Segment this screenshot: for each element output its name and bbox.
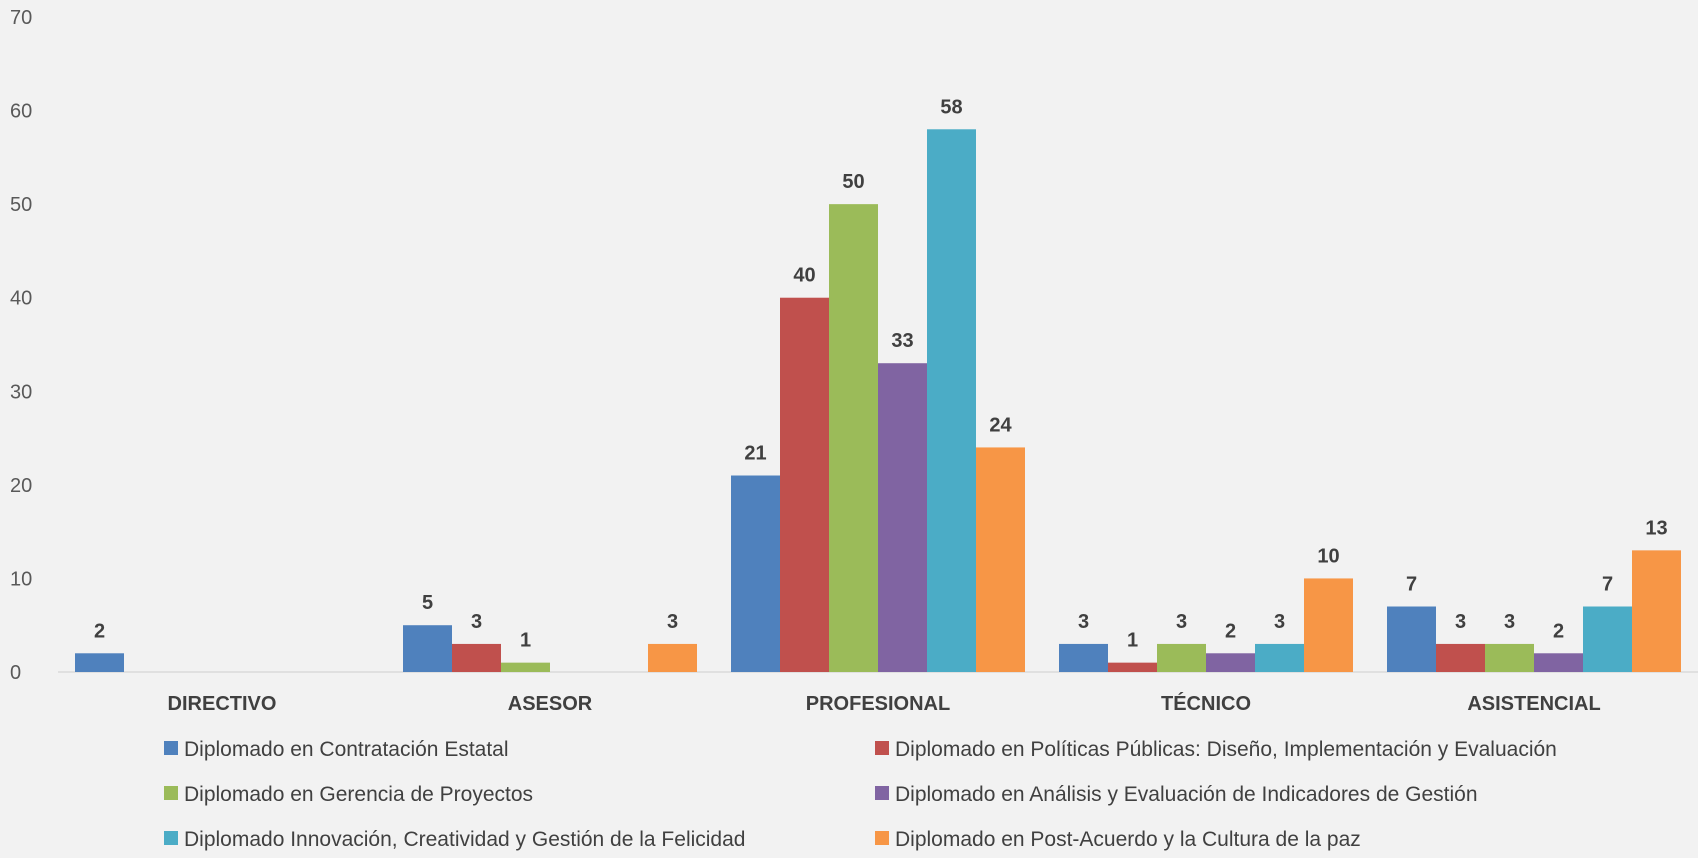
bar xyxy=(1206,653,1255,672)
data-label: 1 xyxy=(1127,630,1138,652)
legend-swatch xyxy=(875,786,889,800)
bar xyxy=(1485,643,1534,672)
bar xyxy=(452,643,501,672)
bar xyxy=(1059,643,1108,672)
y-tick-label: 50 xyxy=(10,194,32,216)
data-label: 7 xyxy=(1406,574,1417,596)
bar xyxy=(780,297,829,672)
bar xyxy=(1534,653,1583,672)
bar xyxy=(403,625,452,672)
data-label: 58 xyxy=(940,96,962,118)
legend-swatch xyxy=(164,741,178,755)
category-label: ASESOR xyxy=(508,693,593,715)
data-label: 50 xyxy=(842,171,864,193)
y-tick-label: 40 xyxy=(10,288,32,310)
bar xyxy=(1632,550,1681,672)
data-label: 3 xyxy=(1078,611,1089,633)
category-label: TÉCNICO xyxy=(1161,692,1251,715)
data-label: 40 xyxy=(793,265,815,287)
data-label: 7 xyxy=(1602,574,1613,596)
data-label: 3 xyxy=(471,611,482,633)
category-label: DIRECTIVO xyxy=(168,693,277,715)
legend-entry: Diplomado en Contratación Estatal xyxy=(184,738,509,761)
bar xyxy=(1304,578,1353,672)
y-tick-label: 0 xyxy=(10,662,21,684)
data-label: 1 xyxy=(520,630,531,652)
data-label: 5 xyxy=(422,592,433,614)
bar xyxy=(501,662,550,672)
legend-entry: Diplomado Innovación, Creatividad y Gest… xyxy=(184,828,745,851)
data-label: 24 xyxy=(989,414,1012,436)
data-label: 2 xyxy=(1225,620,1236,642)
legend-swatch xyxy=(164,786,178,800)
legend-entry: Diplomado en Análisis y Evaluación de In… xyxy=(895,783,1478,806)
y-tick-label: 20 xyxy=(10,475,32,497)
bar xyxy=(878,363,927,672)
y-tick-label: 30 xyxy=(10,381,32,403)
y-tick-label: 60 xyxy=(10,101,32,123)
bar xyxy=(927,129,976,673)
legend-swatch xyxy=(164,831,178,845)
bar xyxy=(75,653,124,672)
bar xyxy=(731,475,780,672)
data-label: 3 xyxy=(1274,611,1285,633)
legend-swatch xyxy=(875,831,889,845)
data-label: 3 xyxy=(667,611,678,633)
data-label: 2 xyxy=(1553,620,1564,642)
category-label: ASISTENCIAL xyxy=(1467,693,1600,715)
data-label: 3 xyxy=(1504,611,1515,633)
legend-entry: Diplomado en Post-Acuerdo y la Cultura d… xyxy=(895,828,1361,851)
bar xyxy=(1255,643,1304,672)
bar xyxy=(1387,606,1436,672)
data-label: 3 xyxy=(1176,611,1187,633)
y-tick-label: 10 xyxy=(10,568,32,590)
bar xyxy=(976,447,1025,672)
bar xyxy=(1157,643,1206,672)
bar xyxy=(829,204,878,672)
data-label: 21 xyxy=(744,443,766,465)
data-label: 2 xyxy=(94,620,105,642)
bar xyxy=(648,643,697,672)
data-label: 3 xyxy=(1455,611,1466,633)
legend-swatch xyxy=(875,741,889,755)
data-label: 33 xyxy=(891,330,913,352)
bar xyxy=(1436,643,1485,672)
y-tick-label: 70 xyxy=(10,7,32,29)
data-label: 10 xyxy=(1317,545,1339,567)
bar xyxy=(1583,606,1632,672)
legend-entry: Diplomado en Políticas Públicas: Diseño,… xyxy=(895,738,1557,761)
legend-entry: Diplomado en Gerencia de Proyectos xyxy=(184,783,533,806)
data-label: 13 xyxy=(1645,517,1667,539)
bar xyxy=(1108,662,1157,672)
category-label: PROFESIONAL xyxy=(806,693,950,715)
